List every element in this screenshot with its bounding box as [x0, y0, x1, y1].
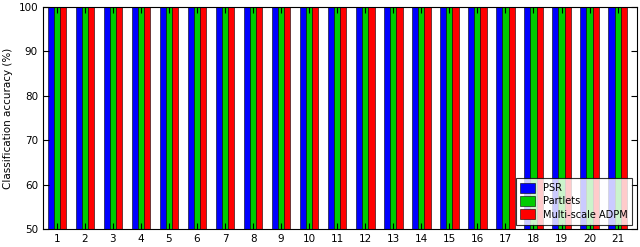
Bar	[60, 0, 66, 229]
Bar	[166, 0, 172, 229]
Bar	[334, 0, 340, 229]
Bar	[412, 0, 419, 229]
Bar	[278, 0, 284, 229]
Bar	[200, 0, 206, 229]
Bar	[312, 0, 319, 229]
Bar	[54, 0, 60, 229]
Bar	[614, 0, 621, 229]
Bar	[188, 0, 194, 229]
Bar	[552, 0, 559, 229]
Bar	[564, 0, 571, 229]
Bar	[609, 0, 614, 229]
Bar	[88, 0, 94, 229]
Bar	[621, 0, 627, 229]
Bar	[272, 0, 278, 229]
Bar	[228, 0, 234, 229]
Bar	[284, 0, 291, 229]
Bar	[586, 0, 593, 229]
Legend: PSR, Partlets, Multi-scale ADPM: PSR, Partlets, Multi-scale ADPM	[516, 178, 632, 225]
Bar	[250, 0, 256, 229]
Bar	[328, 0, 334, 229]
Bar	[138, 0, 144, 229]
Bar	[362, 0, 369, 229]
Bar	[306, 0, 312, 229]
Bar	[384, 0, 390, 229]
Bar	[524, 0, 531, 229]
Bar	[390, 0, 396, 229]
Bar	[244, 0, 250, 229]
Bar	[509, 0, 515, 229]
Bar	[160, 0, 166, 229]
Bar	[559, 0, 564, 229]
Bar	[222, 0, 228, 229]
Bar	[536, 0, 543, 229]
Bar	[300, 0, 306, 229]
Bar	[356, 0, 362, 229]
Bar	[340, 0, 346, 229]
Bar	[580, 0, 586, 229]
Bar	[440, 0, 446, 229]
Bar	[531, 0, 536, 229]
Bar	[82, 0, 88, 229]
Bar	[396, 0, 403, 229]
Bar	[216, 0, 222, 229]
Y-axis label: Classification accuracy (%): Classification accuracy (%)	[3, 47, 13, 189]
Bar	[172, 0, 179, 229]
Bar	[76, 0, 82, 229]
Bar	[110, 0, 116, 229]
Bar	[452, 0, 459, 229]
Bar	[419, 0, 424, 229]
Bar	[496, 0, 502, 229]
Bar	[256, 0, 262, 229]
Bar	[104, 0, 110, 229]
Bar	[593, 0, 599, 229]
Bar	[194, 0, 200, 229]
Bar	[481, 4, 486, 229]
Bar	[47, 0, 54, 229]
Bar	[132, 0, 138, 229]
Bar	[474, 0, 481, 229]
Bar	[369, 0, 374, 229]
Bar	[502, 0, 509, 229]
Bar	[116, 0, 122, 229]
Bar	[468, 0, 474, 229]
Bar	[424, 0, 431, 229]
Bar	[144, 0, 150, 229]
Bar	[446, 0, 452, 229]
